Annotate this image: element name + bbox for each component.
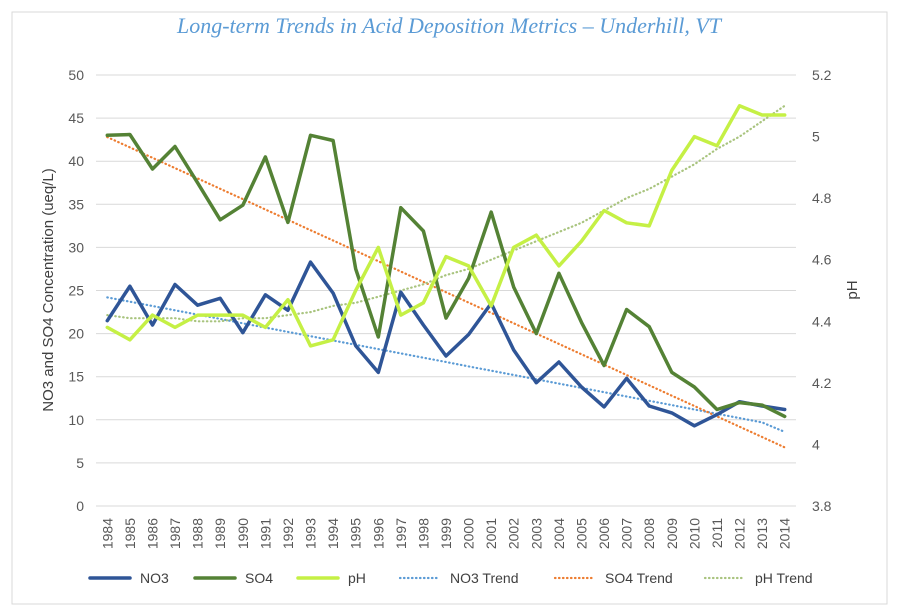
right-tick-label: 3.8 bbox=[812, 498, 832, 514]
right-tick-label: 4.6 bbox=[812, 252, 832, 268]
series-lines bbox=[105, 104, 787, 449]
x-tick-label: 2002 bbox=[506, 518, 522, 549]
left-tick-label: 15 bbox=[68, 369, 84, 385]
left-tick-label: 0 bbox=[76, 498, 84, 514]
right-tick-label: 5 bbox=[812, 129, 820, 145]
left-tick-label: 50 bbox=[68, 67, 84, 83]
right-tick-label: 4 bbox=[812, 436, 820, 452]
x-tick-label: 2013 bbox=[754, 518, 770, 549]
right-tick-label: 5.2 bbox=[812, 67, 832, 83]
x-tick-label: 2010 bbox=[686, 518, 702, 549]
x-tick-label: 1992 bbox=[280, 518, 296, 549]
right-tick-label: 4.8 bbox=[812, 190, 832, 206]
left-tick-label: 35 bbox=[68, 196, 84, 212]
x-tick-label: 1984 bbox=[99, 518, 115, 549]
left-tick-label: 25 bbox=[68, 283, 84, 299]
gridlines bbox=[96, 74, 796, 507]
right-axis-ticks: 3.8 4 4.2 4.4 4.6 4.8 5 5.2 bbox=[812, 67, 832, 514]
x-tick-label: 1986 bbox=[144, 518, 160, 549]
x-tick-label: 1993 bbox=[303, 518, 319, 549]
x-tick-label: 1999 bbox=[438, 518, 454, 549]
left-tick-label: 5 bbox=[76, 455, 84, 471]
legend-label: NO3 Trend bbox=[450, 570, 518, 586]
x-tick-label: 2004 bbox=[551, 518, 567, 549]
legend-label: SO4 Trend bbox=[605, 570, 673, 586]
x-axis-ticks: 1984 1985 1986 1987 1988 1989 1990 1991 1992 1993… bbox=[99, 518, 792, 549]
left-tick-label: 30 bbox=[68, 239, 84, 255]
x-tick-label: 1989 bbox=[212, 518, 228, 549]
right-axis-title: pH bbox=[844, 280, 861, 299]
x-tick-label: 2012 bbox=[732, 518, 748, 549]
x-tick-label: 2011 bbox=[709, 518, 725, 548]
x-tick-label: 1995 bbox=[348, 518, 364, 549]
legend-label: pH Trend bbox=[755, 570, 813, 586]
x-tick-label: 1991 bbox=[257, 518, 273, 549]
left-tick-label: 10 bbox=[68, 412, 84, 428]
x-tick-label: 1998 bbox=[415, 518, 431, 549]
x-tick-label: 1988 bbox=[190, 518, 206, 549]
x-tick-label: 2001 bbox=[483, 518, 499, 549]
left-tick-label: 20 bbox=[68, 326, 84, 342]
legend-label: SO4 bbox=[245, 570, 273, 586]
x-tick-label: 2009 bbox=[664, 518, 680, 549]
x-tick-label: 1997 bbox=[393, 518, 409, 549]
x-tick-label: 1987 bbox=[167, 518, 183, 549]
x-tick-label: 2008 bbox=[641, 518, 657, 549]
x-tick-label: 1994 bbox=[325, 518, 341, 549]
left-tick-label: 45 bbox=[68, 110, 84, 126]
legend: NO3 SO4 pH NO3 Trend SO4 Trend pH Trend bbox=[88, 570, 813, 586]
chart-title: Long-term Trends in Acid Deposition Metr… bbox=[176, 13, 723, 38]
legend-label: pH bbox=[348, 570, 366, 586]
x-tick-label: 2007 bbox=[619, 518, 635, 549]
right-tick-label: 4.4 bbox=[812, 313, 832, 329]
right-tick-label: 4.2 bbox=[812, 375, 832, 391]
legend-label: NO3 bbox=[140, 570, 169, 586]
x-tick-label: 2014 bbox=[777, 518, 793, 549]
x-tick-label: 2003 bbox=[528, 518, 544, 549]
x-tick-label: 1996 bbox=[370, 518, 386, 549]
x-tick-label: 2000 bbox=[461, 518, 477, 549]
left-axis-title: NO3 and SO4 Concentration (ueq/L) bbox=[40, 168, 57, 411]
series-line-no3 bbox=[105, 260, 787, 428]
x-tick-label: 1985 bbox=[122, 518, 138, 549]
series-line-ph-trend bbox=[106, 104, 786, 323]
left-tick-label: 40 bbox=[68, 153, 84, 169]
x-tick-label: 1990 bbox=[235, 518, 251, 549]
series-line-no3-trend bbox=[106, 296, 786, 433]
series-line-so4 bbox=[105, 132, 787, 419]
series-line-so4-trend bbox=[106, 136, 786, 449]
series-line-ph bbox=[105, 104, 787, 348]
left-axis-ticks: 0 5 10 15 20 25 30 35 40 45 50 bbox=[68, 67, 84, 514]
x-tick-label: 2005 bbox=[573, 518, 589, 549]
x-tick-label: 2006 bbox=[596, 518, 612, 549]
